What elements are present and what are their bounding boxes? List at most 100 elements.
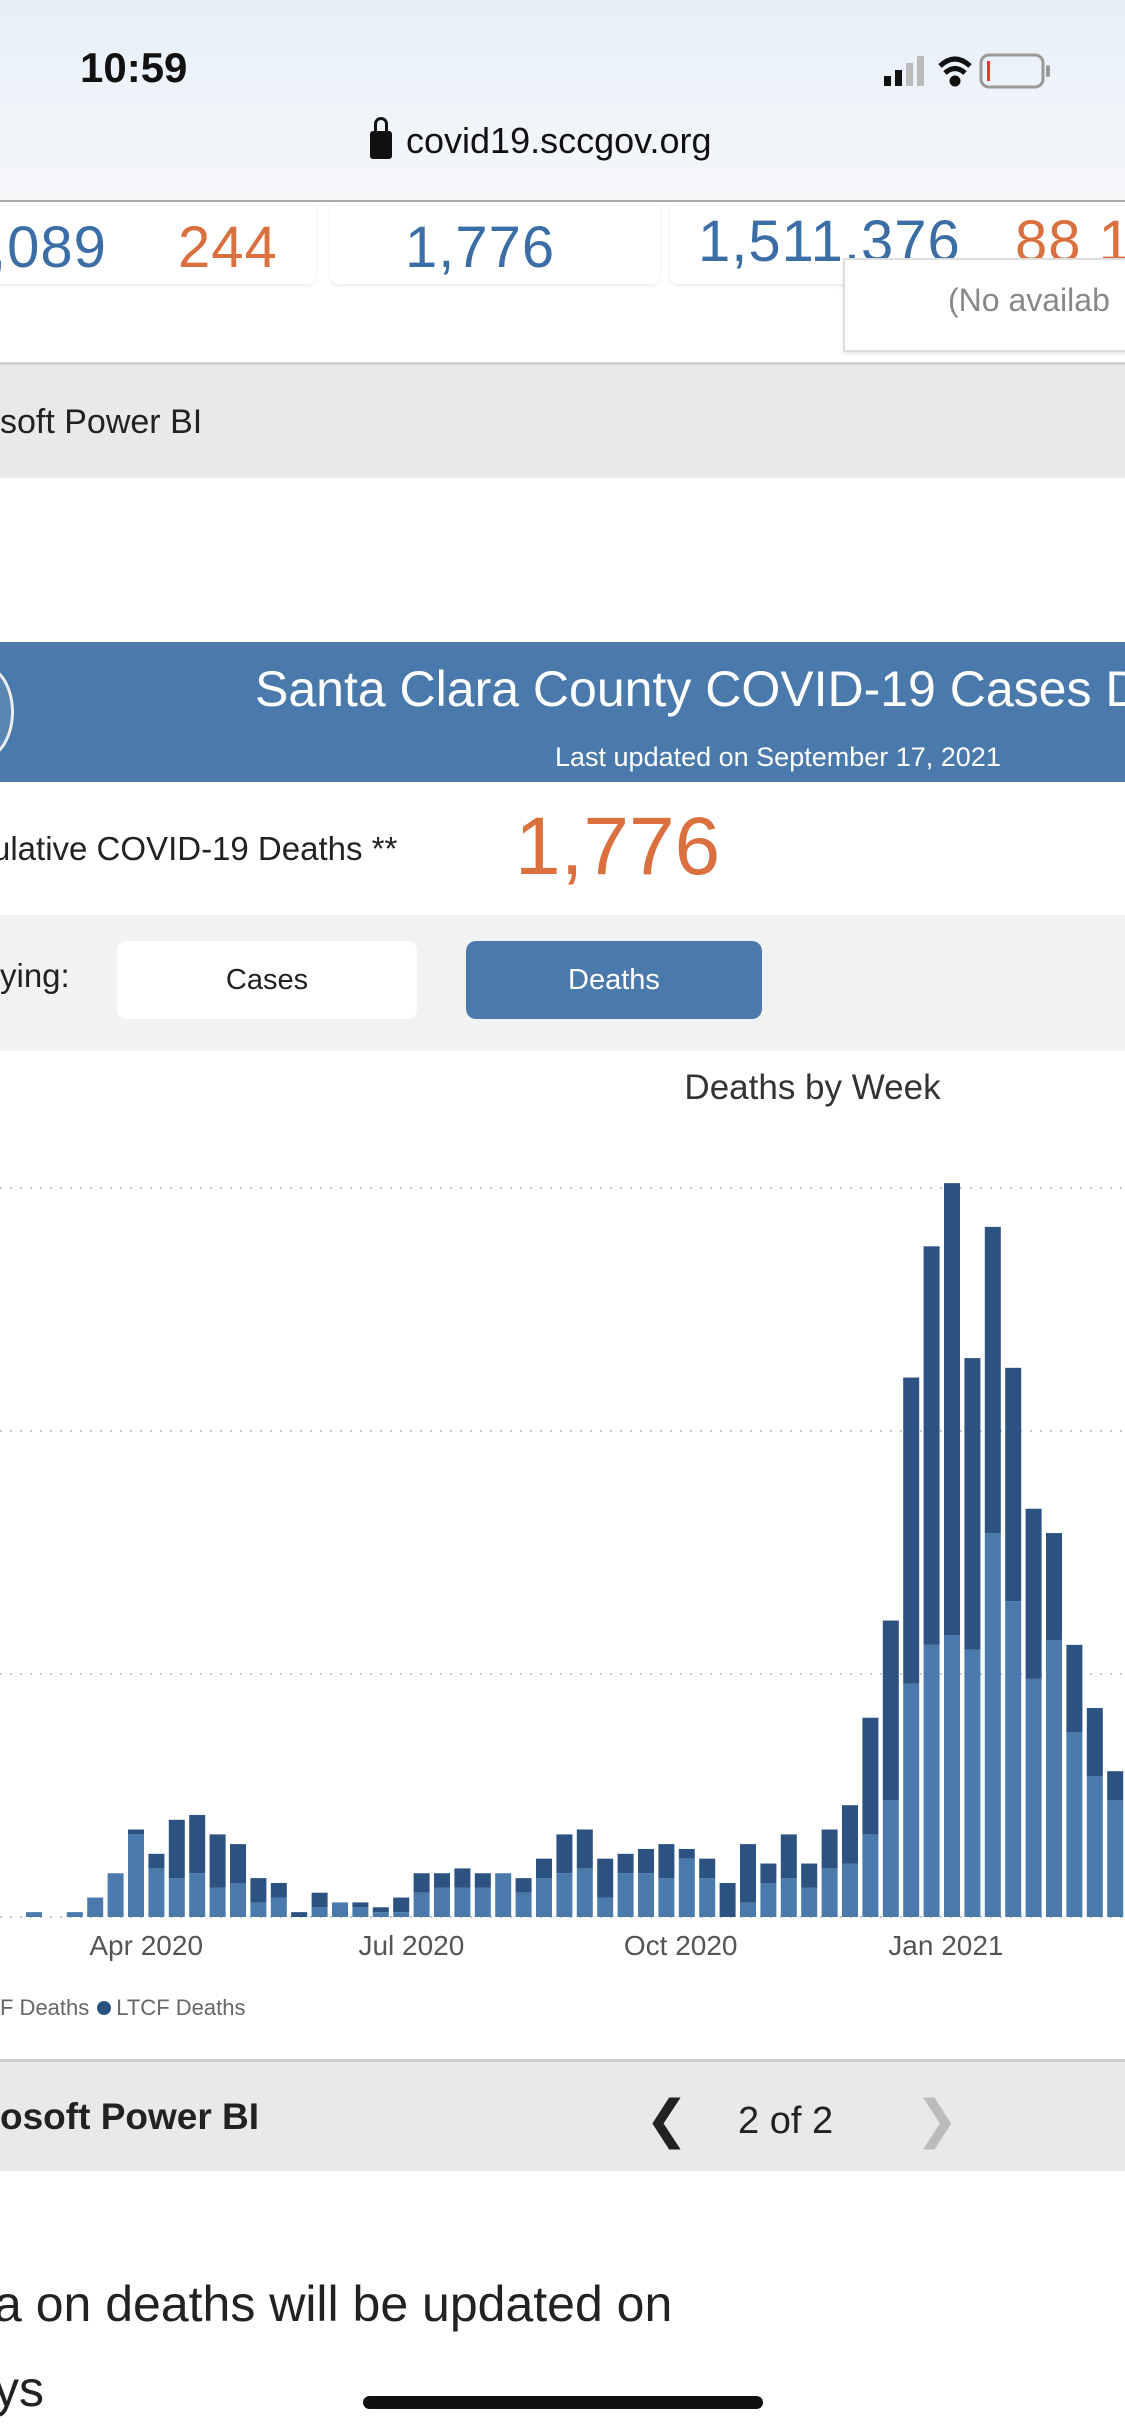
bar-non-ltcf bbox=[617, 1873, 634, 1917]
page-indicator: 2 of 2 bbox=[738, 2100, 834, 2142]
bar-non-ltcf bbox=[658, 1878, 675, 1917]
home-indicator[interactable] bbox=[363, 2396, 763, 2409]
bar-non-ltcf bbox=[454, 1887, 471, 1917]
powerbi-footer: osoft Power BI bbox=[0, 2059, 1125, 2171]
bar-ltcf bbox=[1046, 1533, 1062, 1640]
lock-icon bbox=[370, 117, 392, 159]
bar-non-ltcf bbox=[760, 1882, 777, 1917]
stat-value: 244 bbox=[178, 215, 278, 280]
bar-ltcf bbox=[230, 1844, 246, 1883]
x-tick-label: Jan 2021 bbox=[888, 1930, 1003, 1961]
bar-non-ltcf bbox=[393, 1912, 410, 1917]
battery-icon bbox=[979, 53, 1050, 89]
bar-non-ltcf bbox=[882, 1800, 899, 1917]
toggle-label: ying: bbox=[0, 957, 70, 994]
bar-ltcf bbox=[250, 1878, 267, 1903]
bar-ltcf bbox=[189, 1814, 206, 1874]
browser-header: 10:59 covid19.sccgov.org bbox=[0, 0, 1125, 200]
bar-non-ltcf bbox=[678, 1858, 695, 1917]
bar-ltcf bbox=[740, 1844, 756, 1903]
bar-ltcf bbox=[699, 1858, 716, 1879]
bar-ltcf bbox=[821, 1829, 838, 1869]
powerbi-link[interactable]: osoft Power BI bbox=[0, 2096, 260, 2137]
bar-ltcf bbox=[1066, 1644, 1083, 1733]
bar-ltcf bbox=[678, 1848, 695, 1859]
bar-ltcf bbox=[536, 1858, 552, 1879]
bar-non-ltcf bbox=[230, 1882, 246, 1917]
bar-ltcf bbox=[964, 1358, 981, 1650]
county-seal-icon bbox=[0, 664, 14, 760]
bar-non-ltcf bbox=[413, 1892, 430, 1917]
stat-card-1: ,089 244 bbox=[0, 202, 316, 284]
bar-ltcf bbox=[638, 1848, 654, 1874]
x-tick-label: Jul 2020 bbox=[358, 1930, 464, 1961]
bar-non-ltcf bbox=[87, 1897, 104, 1917]
next-page-button[interactable]: ❯ bbox=[915, 2091, 959, 2149]
bar-non-ltcf bbox=[944, 1635, 960, 1917]
url-text: covid19.sccgov.org bbox=[406, 120, 712, 161]
bar-non-ltcf bbox=[434, 1887, 450, 1917]
chart-legend: F Deaths LTCF Deaths bbox=[0, 1995, 245, 2021]
bar-non-ltcf bbox=[1066, 1732, 1083, 1917]
display-toggle: ying: Cases Deaths bbox=[0, 915, 1125, 1051]
bar-ltcf bbox=[168, 1819, 185, 1879]
bar-ltcf bbox=[372, 1907, 389, 1913]
bar-ltcf bbox=[454, 1868, 471, 1888]
cases-button[interactable]: Cases bbox=[117, 941, 417, 1019]
address-bar[interactable]: covid19.sccgov.org bbox=[370, 117, 712, 162]
bar-non-ltcf bbox=[597, 1897, 614, 1917]
bar-non-ltcf bbox=[1025, 1678, 1042, 1917]
bar-ltcf bbox=[148, 1853, 165, 1869]
bar-non-ltcf bbox=[270, 1897, 287, 1917]
bar-non-ltcf bbox=[128, 1834, 144, 1917]
bar-ltcf bbox=[760, 1863, 777, 1883]
tooltip: (No availab bbox=[843, 258, 1125, 352]
bar-ltcf bbox=[393, 1897, 410, 1913]
bar-non-ltcf bbox=[821, 1868, 838, 1917]
legend-ltcf: LTCF Deaths bbox=[116, 1995, 246, 2020]
status-icons bbox=[884, 53, 1050, 89]
bar-ltcf bbox=[434, 1873, 450, 1888]
powerbi-footer-top: soft Power BI bbox=[0, 362, 1125, 478]
bar-non-ltcf bbox=[801, 1887, 818, 1917]
bar-ltcf bbox=[474, 1873, 491, 1888]
legend-ltcf-dot-icon bbox=[97, 2001, 112, 2015]
bar-ltcf bbox=[556, 1834, 573, 1874]
bar-ltcf bbox=[128, 1829, 144, 1835]
bar-non-ltcf bbox=[66, 1912, 83, 1917]
last-updated: Last updated on September 17, 2021 bbox=[555, 742, 1001, 772]
bar-ltcf bbox=[1086, 1708, 1103, 1777]
deaths-by-week-chart: Apr 2020 Jul 2020 Oct 2020 Jan 2021 bbox=[0, 1183, 1125, 1961]
bar-ltcf bbox=[780, 1834, 797, 1879]
bar-non-ltcf bbox=[638, 1873, 654, 1917]
bar-non-ltcf bbox=[576, 1868, 593, 1917]
bar-ltcf bbox=[311, 1892, 328, 1908]
deaths-button[interactable]: Deaths bbox=[466, 941, 762, 1019]
bar-ltcf bbox=[801, 1863, 818, 1888]
bar-non-ltcf bbox=[372, 1912, 389, 1917]
bar-non-ltcf bbox=[536, 1878, 552, 1917]
bar-ltcf bbox=[862, 1717, 879, 1835]
bar-ltcf bbox=[658, 1844, 675, 1879]
bar-non-ltcf bbox=[1046, 1639, 1062, 1917]
bar-non-ltcf bbox=[148, 1868, 165, 1917]
bar-non-ltcf bbox=[964, 1649, 981, 1917]
cumulative-deaths-value: 1,776 bbox=[515, 801, 721, 892]
bar-ltcf bbox=[597, 1858, 614, 1898]
chart-title: Deaths by Week bbox=[684, 1068, 941, 1107]
bar-non-ltcf bbox=[862, 1834, 879, 1917]
x-tick-label: Apr 2020 bbox=[89, 1930, 203, 1961]
powerbi-link[interactable]: soft Power BI bbox=[0, 403, 203, 441]
bar-ltcf bbox=[413, 1873, 430, 1893]
x-tick-label: Oct 2020 bbox=[624, 1930, 738, 1961]
bar-ltcf bbox=[617, 1853, 634, 1874]
bar-non-ltcf bbox=[740, 1902, 756, 1917]
previous-page-button[interactable]: ❮ bbox=[645, 2091, 689, 2149]
bar-ltcf bbox=[719, 1882, 736, 1917]
stat-card-2: 1,776 bbox=[330, 202, 660, 284]
legend-non-ltcf: F Deaths bbox=[0, 1995, 90, 2020]
bar-ltcf bbox=[1025, 1508, 1042, 1679]
bar-non-ltcf bbox=[780, 1878, 797, 1917]
bar-non-ltcf bbox=[984, 1533, 1001, 1917]
stat-value: ,089 bbox=[0, 215, 107, 280]
